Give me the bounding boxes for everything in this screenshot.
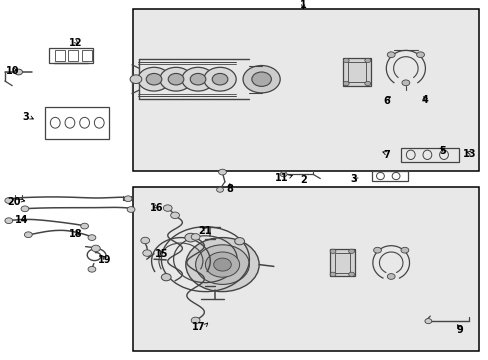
Circle shape xyxy=(218,169,226,175)
Circle shape xyxy=(234,238,244,245)
Circle shape xyxy=(243,66,280,93)
Text: 3: 3 xyxy=(349,174,356,184)
Circle shape xyxy=(373,247,381,253)
Text: 18: 18 xyxy=(69,229,82,239)
Text: 12: 12 xyxy=(69,38,82,48)
Circle shape xyxy=(251,72,271,86)
Circle shape xyxy=(386,274,394,279)
Bar xyxy=(329,249,354,276)
Circle shape xyxy=(213,258,231,271)
Circle shape xyxy=(88,235,96,240)
Circle shape xyxy=(400,247,408,253)
Circle shape xyxy=(190,73,205,85)
Circle shape xyxy=(280,172,286,177)
Circle shape xyxy=(21,206,29,212)
Text: 16: 16 xyxy=(149,203,163,213)
Text: 1: 1 xyxy=(299,0,306,10)
Bar xyxy=(133,187,478,351)
Text: 10: 10 xyxy=(5,66,19,76)
Circle shape xyxy=(168,73,183,85)
Text: 2: 2 xyxy=(299,175,306,185)
Circle shape xyxy=(81,223,88,229)
Circle shape xyxy=(15,69,22,75)
Bar xyxy=(347,62,365,82)
Circle shape xyxy=(386,52,394,58)
Circle shape xyxy=(91,245,100,252)
Text: 8: 8 xyxy=(226,184,233,194)
Circle shape xyxy=(329,272,335,276)
Circle shape xyxy=(5,218,13,224)
Circle shape xyxy=(146,73,162,85)
Circle shape xyxy=(127,207,135,212)
Circle shape xyxy=(195,245,249,284)
Circle shape xyxy=(24,232,32,238)
Bar xyxy=(68,50,78,61)
Circle shape xyxy=(182,67,214,91)
Circle shape xyxy=(343,81,348,86)
Circle shape xyxy=(424,319,431,324)
Circle shape xyxy=(141,237,149,244)
Text: 14: 14 xyxy=(15,215,29,225)
Circle shape xyxy=(191,234,200,240)
Circle shape xyxy=(170,212,179,219)
Text: 9: 9 xyxy=(455,325,462,335)
Circle shape xyxy=(124,196,132,202)
Circle shape xyxy=(348,272,354,276)
Circle shape xyxy=(130,75,142,84)
Bar xyxy=(400,148,458,162)
Text: 11: 11 xyxy=(274,173,288,183)
Text: 7: 7 xyxy=(382,150,389,160)
Circle shape xyxy=(364,58,370,63)
Bar xyxy=(55,50,64,61)
Text: 6: 6 xyxy=(382,96,389,106)
Text: 5: 5 xyxy=(438,146,445,156)
Text: 4: 4 xyxy=(421,95,428,105)
Bar xyxy=(45,107,109,139)
Text: 15: 15 xyxy=(154,249,168,259)
Bar xyxy=(334,253,349,273)
Circle shape xyxy=(161,274,171,281)
Circle shape xyxy=(343,58,348,63)
Circle shape xyxy=(401,80,409,86)
Circle shape xyxy=(364,81,370,86)
Text: 21: 21 xyxy=(198,226,212,236)
Circle shape xyxy=(160,67,192,91)
Bar xyxy=(343,58,370,86)
Bar xyxy=(82,50,92,61)
Bar xyxy=(371,171,407,181)
Circle shape xyxy=(416,52,424,58)
Text: 13: 13 xyxy=(462,149,475,159)
Text: 20: 20 xyxy=(7,197,20,207)
Circle shape xyxy=(5,198,13,203)
Circle shape xyxy=(191,317,200,324)
Circle shape xyxy=(138,67,170,91)
Bar xyxy=(49,48,93,63)
Text: 3: 3 xyxy=(22,112,29,122)
Circle shape xyxy=(185,238,259,292)
Circle shape xyxy=(163,205,172,211)
Circle shape xyxy=(216,187,223,192)
Circle shape xyxy=(348,249,354,253)
Circle shape xyxy=(88,266,96,272)
Text: 17: 17 xyxy=(191,322,205,332)
Circle shape xyxy=(203,67,236,91)
Circle shape xyxy=(205,252,239,277)
Circle shape xyxy=(142,250,151,256)
Text: 19: 19 xyxy=(98,255,112,265)
Circle shape xyxy=(184,233,196,242)
Circle shape xyxy=(212,73,227,85)
Circle shape xyxy=(329,249,335,253)
Bar xyxy=(133,9,478,171)
